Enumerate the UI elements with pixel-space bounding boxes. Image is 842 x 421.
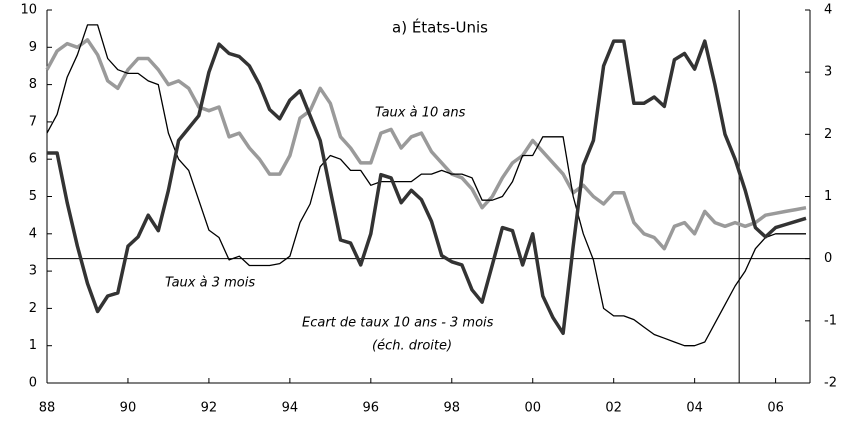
y-tick-label: 6 (29, 152, 37, 167)
y-tick-label: 1 (29, 338, 37, 353)
y-tick-label: 3 (29, 264, 37, 279)
x-tick-label: 04 (686, 401, 703, 416)
series-label: Taux à 10 ans (375, 106, 466, 121)
series-label: Taux à 3 mois (165, 276, 255, 291)
x-tick-label: 00 (524, 401, 541, 416)
y2-tick-label: -1 (824, 313, 837, 328)
x-tick-label: 94 (282, 401, 299, 416)
y-tick-label: 9 (29, 40, 37, 55)
y-tick-label: 5 (29, 189, 37, 204)
x-tick-label: 88 (39, 401, 56, 416)
series-label: Ecart de taux 10 ans - 3 mois (302, 316, 494, 331)
y-tick-label: 7 (29, 114, 37, 129)
y2-tick-label: 3 (824, 65, 832, 80)
y2-tick-label: 2 (824, 127, 832, 142)
y2-tick-label: -2 (824, 376, 837, 391)
y-tick-label: 2 (29, 301, 37, 316)
y2-tick-label: 1 (824, 189, 832, 204)
x-tick-label: 96 (363, 401, 380, 416)
y-tick-label: 10 (20, 3, 37, 18)
series-line (46, 24, 806, 347)
y2-tick-label: 0 (824, 251, 832, 266)
y-tick-label: 8 (29, 77, 37, 92)
chart-title: a) États-Unis (392, 18, 488, 37)
x-tick-label: 98 (444, 401, 461, 416)
annotation: (éch. droite) (372, 339, 452, 354)
y-tick-label: 0 (29, 376, 37, 391)
y2-tick-label: 4 (824, 3, 832, 18)
x-tick-label: 06 (767, 401, 784, 416)
series-line (45, 38, 807, 251)
x-tick-label: 92 (201, 401, 218, 416)
x-tick-label: 02 (605, 401, 622, 416)
series-line (47, 39, 807, 336)
y-tick-label: 4 (29, 226, 37, 241)
x-tick-label: 90 (120, 401, 137, 416)
